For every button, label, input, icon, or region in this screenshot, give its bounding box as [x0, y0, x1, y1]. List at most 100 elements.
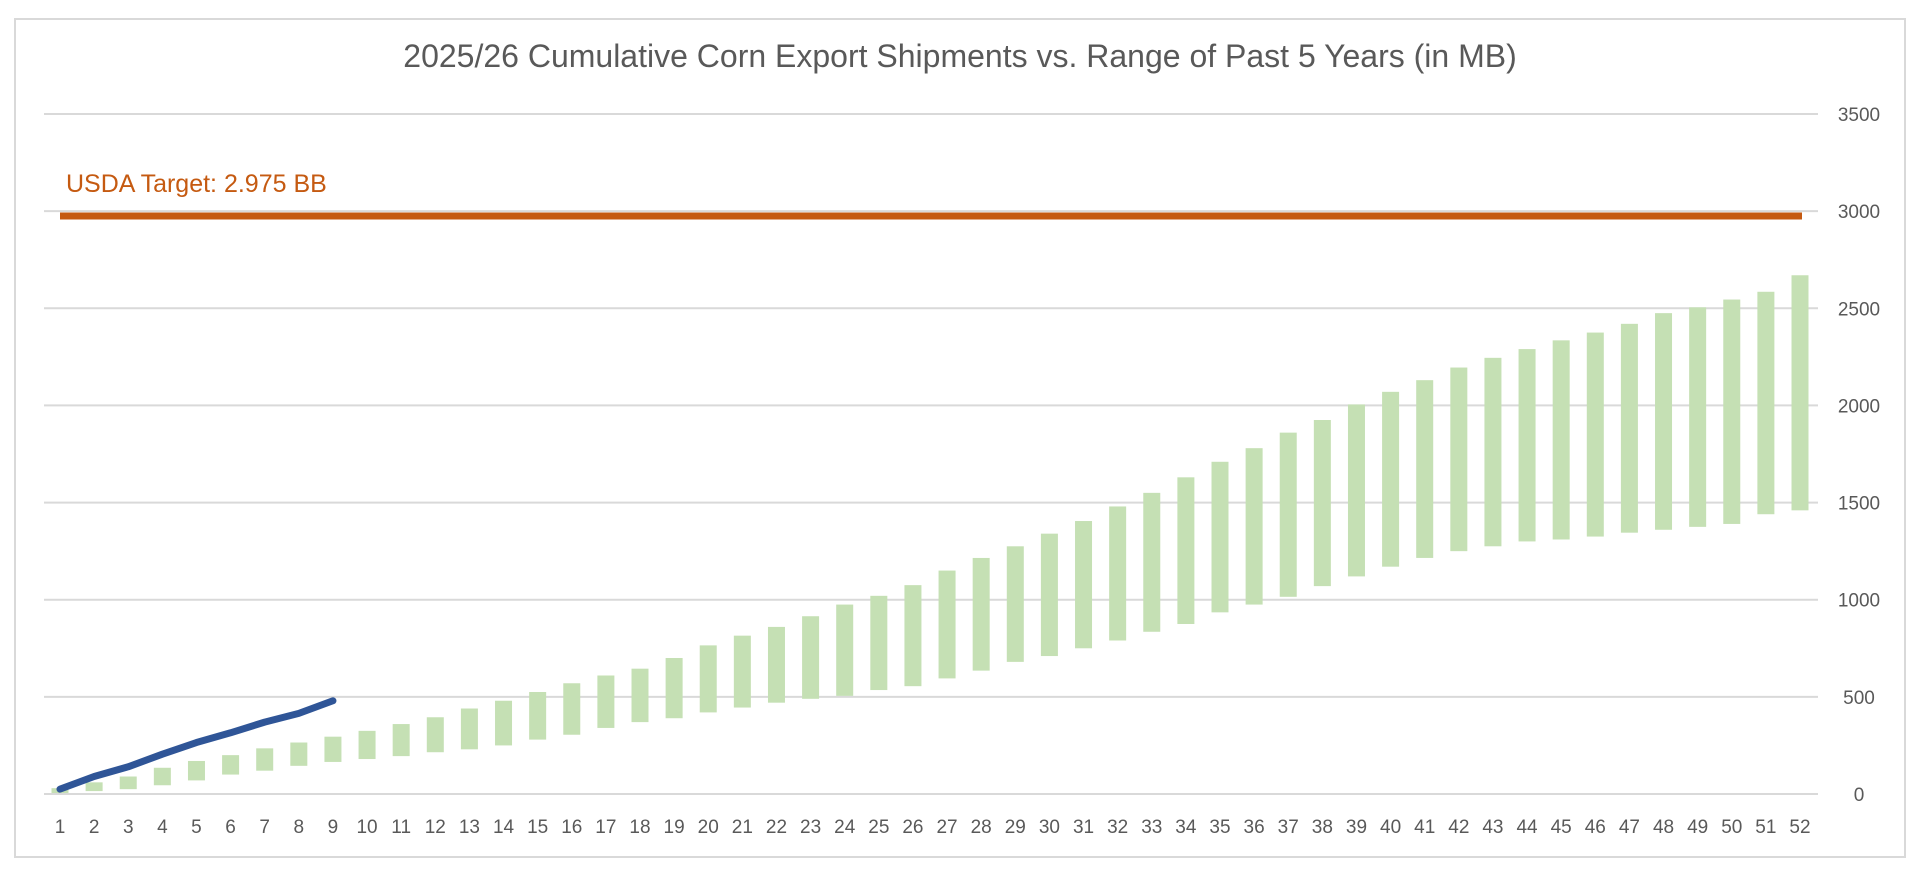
x-tick-label: 15 — [527, 817, 548, 838]
y-tick-label: 3500 — [1838, 105, 1880, 126]
range-bar — [1211, 461, 1229, 613]
range-bar — [529, 692, 547, 740]
x-tick-label: 27 — [936, 817, 957, 838]
range-bar — [1279, 432, 1297, 597]
x-tick-label: 14 — [493, 817, 515, 838]
range-bar — [1484, 357, 1502, 547]
x-tick-label: 2 — [89, 817, 100, 838]
x-tick-label: 48 — [1653, 817, 1674, 838]
range-bar — [904, 585, 922, 687]
range-bar — [1757, 291, 1775, 515]
x-tick-label: 36 — [1244, 817, 1265, 838]
x-tick-label: 22 — [766, 817, 787, 838]
range-bar — [1655, 313, 1673, 530]
x-tick-label: 51 — [1755, 817, 1776, 838]
range-bar — [597, 675, 615, 728]
x-tick-label: 24 — [834, 817, 856, 838]
range-bar — [256, 748, 274, 771]
range-bar — [1450, 367, 1468, 552]
x-tick-label: 37 — [1278, 817, 1299, 838]
range-bar — [119, 776, 137, 790]
range-bar — [1245, 448, 1263, 605]
series-point — [332, 700, 334, 702]
x-tick-label: 50 — [1721, 817, 1742, 838]
x-tick-label: 26 — [902, 817, 923, 838]
x-tick-label: 40 — [1380, 817, 1401, 838]
x-tick-label: 43 — [1482, 817, 1503, 838]
series-point — [127, 766, 129, 768]
x-tick-label: 41 — [1414, 817, 1435, 838]
x-tick-label: 31 — [1073, 817, 1094, 838]
series-point — [195, 742, 197, 744]
range-bar — [836, 604, 854, 696]
x-tick-label: 11 — [391, 817, 411, 838]
x-tick-label: 30 — [1039, 817, 1060, 838]
x-tick-label: 3 — [123, 817, 134, 838]
x-tick-label: 23 — [800, 817, 821, 838]
x-tick-label: 9 — [328, 817, 339, 838]
series-point — [59, 788, 61, 790]
x-tick-label: 10 — [356, 817, 377, 838]
range-bar — [972, 557, 990, 671]
range-bar — [699, 645, 717, 713]
x-tick-label: 13 — [459, 817, 480, 838]
x-tick-label: 45 — [1551, 817, 1572, 838]
x-tick-label: 12 — [425, 817, 446, 838]
range-bar — [1518, 349, 1536, 542]
x-tick-label: 6 — [225, 817, 236, 838]
series-point — [230, 732, 232, 734]
x-tick-label: 39 — [1346, 817, 1367, 838]
range-bar — [1347, 404, 1365, 577]
range-bar — [153, 767, 171, 786]
x-tick-label: 29 — [1005, 817, 1026, 838]
y-tick-label: 2000 — [1838, 396, 1880, 417]
series-point — [161, 753, 163, 755]
range-bar — [1791, 275, 1809, 511]
y-tick-label: 1000 — [1838, 591, 1880, 612]
y-tick-label: 1500 — [1838, 494, 1880, 515]
range-bar — [1689, 307, 1707, 527]
x-tick-label: 52 — [1789, 817, 1810, 838]
x-tick-label: 25 — [868, 817, 889, 838]
range-bar — [767, 626, 785, 703]
range-bar — [1313, 420, 1331, 587]
y-tick-label: 500 — [1843, 688, 1875, 709]
usda-target-label: USDA Target: 2.975 BB — [66, 170, 327, 198]
range-bar — [290, 742, 308, 766]
x-tick-label: 38 — [1312, 817, 1333, 838]
x-tick-label: 32 — [1107, 817, 1128, 838]
range-bar — [802, 616, 820, 699]
range-bar — [460, 708, 478, 750]
range-bar — [938, 570, 956, 679]
range-bar — [392, 724, 410, 757]
x-tick-label: 28 — [971, 817, 992, 838]
x-tick-label: 42 — [1448, 817, 1469, 838]
range-bar — [1586, 332, 1604, 537]
range-bar — [1109, 506, 1127, 641]
range-bar — [324, 736, 342, 762]
range-bar — [1723, 299, 1741, 524]
range-bar — [870, 595, 888, 691]
range-bar — [1177, 477, 1195, 624]
range-bar — [85, 782, 103, 792]
range-bar — [426, 717, 444, 753]
x-tick-label: 7 — [259, 817, 270, 838]
x-tick-label: 5 — [191, 817, 202, 838]
x-tick-label: 17 — [595, 817, 616, 838]
y-tick-label: 0 — [1854, 785, 1865, 806]
range-bar — [563, 683, 581, 735]
x-tick-label: 35 — [1209, 817, 1230, 838]
x-tick-label: 47 — [1619, 817, 1640, 838]
y-tick-label: 2500 — [1838, 299, 1880, 320]
x-tick-label: 1 — [55, 817, 66, 838]
x-tick-label: 4 — [157, 817, 168, 838]
x-tick-label: 49 — [1687, 817, 1708, 838]
range-bar — [1143, 492, 1161, 632]
range-bar — [358, 730, 376, 760]
range-bar — [222, 755, 240, 775]
x-tick-label: 20 — [698, 817, 719, 838]
range-bar — [1552, 340, 1570, 540]
range-bar — [495, 700, 513, 746]
range-bar — [1040, 533, 1058, 657]
